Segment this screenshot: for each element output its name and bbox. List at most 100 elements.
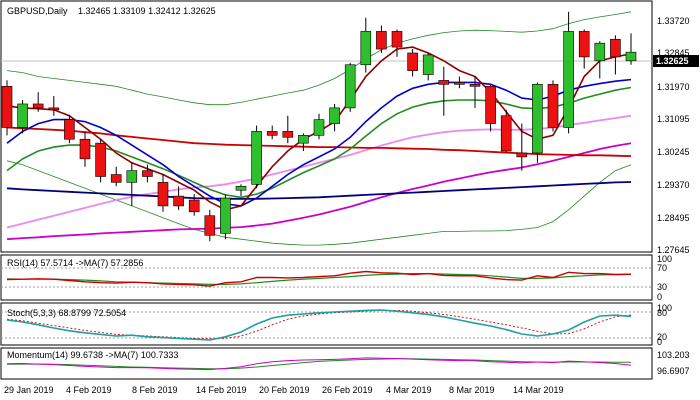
bearish-candle-body <box>142 170 153 177</box>
stochastic-label: Stoch(5,3,3) 68.8799 72.5054 <box>7 308 126 318</box>
candle <box>469 76 481 108</box>
bullish-candle-body <box>563 31 574 128</box>
candle <box>329 103 340 132</box>
bearish-candle-body <box>516 152 528 158</box>
stochastic-main-line <box>6 309 632 341</box>
stoch-level-label: 100 <box>657 303 672 313</box>
candle <box>142 164 153 183</box>
date-tick-label: 4 Feb 2019 <box>66 385 112 395</box>
date-tick-label: 20 Feb 2019 <box>259 385 310 395</box>
bearish-candle-body <box>79 138 91 160</box>
stochastic-panel[interactable]: Stoch(5,3,3) 68.8799 72.5054 100 80 20 0 <box>0 302 672 347</box>
date-tick-label: 29 Jan 2019 <box>4 385 54 395</box>
stoch-level-label: 0 <box>657 337 662 347</box>
candle <box>48 96 60 116</box>
bearish-candle-body <box>266 131 278 136</box>
candle <box>188 194 200 216</box>
rsi-lines <box>6 270 632 287</box>
date-axis: 29 Jan 2019 4 Feb 2019 8 Feb 2019 14 Feb… <box>4 385 564 395</box>
bullish-candle-body <box>360 31 372 66</box>
candle <box>173 186 184 210</box>
candle <box>251 125 262 189</box>
bullish-candle-body <box>126 170 138 183</box>
candle <box>438 66 450 116</box>
bearish-candle-body <box>391 31 403 48</box>
bollinger-lower-line <box>6 160 632 246</box>
rsi-panel[interactable]: RSI(14) 57.5714 ->MA(7) 57.2856 100 70 3… <box>0 254 672 302</box>
candle <box>79 131 91 167</box>
candle <box>95 139 106 183</box>
stochastic-signal-line <box>6 309 632 340</box>
bearish-candle-body <box>188 199 200 213</box>
bearish-candle-body <box>1 86 13 128</box>
bearish-candle-body <box>204 215 216 236</box>
momentum-label: Momentum(14) 99.6738 ->MA(7) 100.7333 <box>7 350 178 360</box>
current-price-tag <box>653 55 699 67</box>
date-tick-label: 14 Mar 2019 <box>513 385 564 395</box>
bearish-candle-body <box>95 142 106 177</box>
momentum-panel[interactable]: Momentum(14) 99.6738 ->MA(7) 100.7333 10… <box>0 347 690 380</box>
rsi-main-line <box>6 270 632 287</box>
candle <box>220 194 231 240</box>
momentum-level-label: 103.203 <box>657 350 690 360</box>
stochastic-panel-frame <box>0 302 653 346</box>
bearish-candle-body <box>438 80 450 85</box>
momentum-signal-line <box>6 358 631 370</box>
price-indicator-lines <box>6 11 632 246</box>
bearish-candle-body <box>64 119 75 140</box>
date-tick-label: 8 Mar 2019 <box>449 385 495 395</box>
price-tick-label: 1.32845 <box>657 48 690 58</box>
candle <box>360 17 372 73</box>
price-panel[interactable]: GBPUSD,Daily 1.32465 1.33109 1.32412 1.3… <box>0 0 653 253</box>
candle <box>516 123 528 171</box>
candle <box>547 80 559 132</box>
price-tick-label: 1.31095 <box>657 114 690 124</box>
ohlc-label: 1.32465 1.33109 1.32412 1.32625 <box>78 6 216 16</box>
rsi-level-label: 0 <box>657 292 662 302</box>
current-price-value: 1.32625 <box>656 56 689 66</box>
bearish-candle-body <box>485 86 496 124</box>
bullish-candle-body <box>17 103 28 128</box>
candle <box>110 166 122 187</box>
date-tick-label: 4 Mar 2019 <box>386 385 432 395</box>
price-tick-label: 1.33720 <box>657 16 690 26</box>
candle <box>298 133 309 152</box>
bullish-candle-body <box>298 135 309 144</box>
bearish-candle-body <box>469 84 481 87</box>
stoch-level-label: 20 <box>657 332 667 342</box>
price-tick-label: 1.27645 <box>657 245 690 255</box>
candle <box>313 113 325 140</box>
bearish-candle-body <box>407 52 418 71</box>
rsi-panel-frame <box>0 254 653 301</box>
candle <box>282 115 294 144</box>
rsi-label: RSI(14) 57.5714 ->MA(7) 57.2856 <box>7 258 143 268</box>
candle <box>625 33 637 65</box>
candle <box>500 109 512 153</box>
price-panel-frame <box>0 0 653 253</box>
bearish-candle-body <box>376 31 387 50</box>
bullish-candle-body <box>344 64 356 109</box>
bollinger-upper-line <box>6 11 632 106</box>
bearish-candle-body <box>500 115 512 152</box>
moving-average-navy-line <box>6 181 632 200</box>
bullish-candle-body <box>532 84 543 154</box>
candle <box>126 162 138 206</box>
candle <box>407 49 418 77</box>
candle <box>266 125 278 140</box>
candle <box>532 82 543 163</box>
candle <box>1 80 13 136</box>
candle <box>454 76 465 89</box>
rsi-level-label: 30 <box>657 282 667 292</box>
bearish-candle-body <box>610 38 621 58</box>
candle <box>578 29 590 69</box>
candle <box>235 184 247 197</box>
candle <box>594 41 606 79</box>
symbol-label: GBPUSD,Daily <box>7 6 68 16</box>
price-tick-label: 1.29370 <box>657 180 690 190</box>
candle <box>64 115 75 144</box>
bearish-candle-body <box>173 195 184 207</box>
candle <box>344 62 356 112</box>
momentum-panel-frame <box>0 347 653 380</box>
bullish-candle-body <box>313 119 325 136</box>
